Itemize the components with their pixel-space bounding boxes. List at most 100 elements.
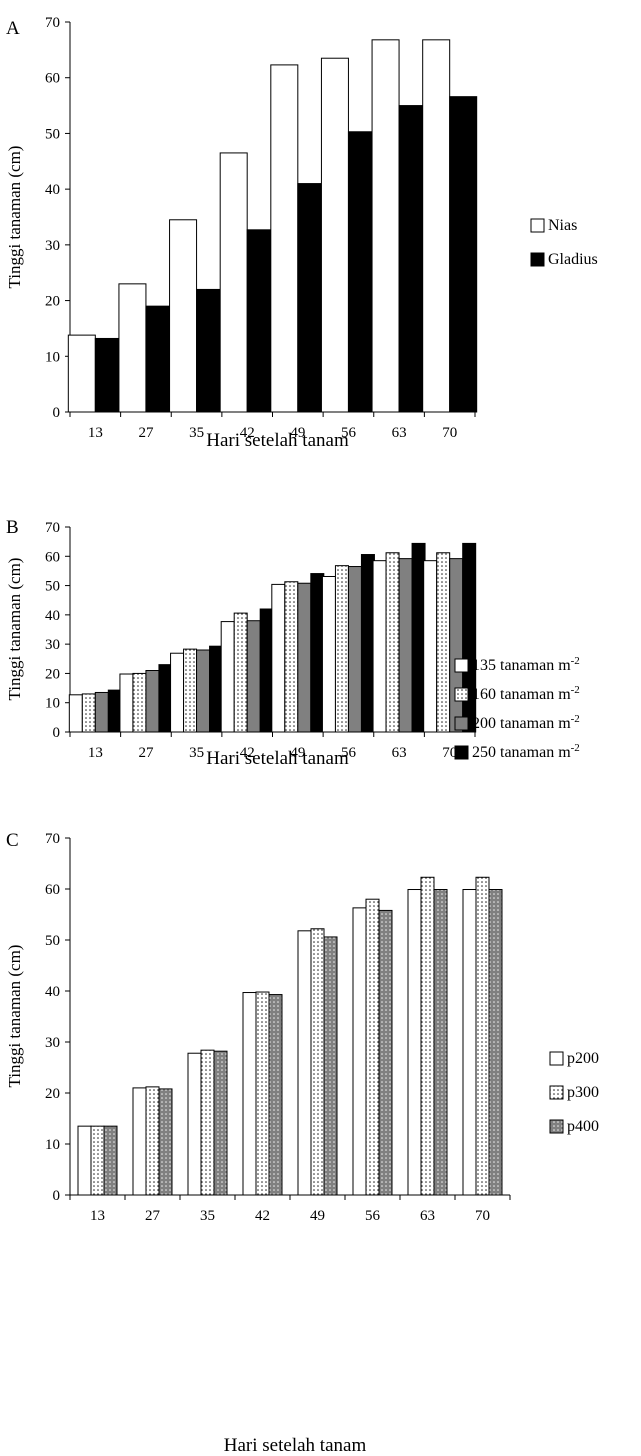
- legend-label: Nias: [548, 217, 577, 234]
- y-tick-label: 10: [45, 1137, 60, 1153]
- y-tick-label: 40: [45, 608, 60, 624]
- bar-p200-27: [132, 1087, 147, 1196]
- bar-200-tanaman-m-70: [449, 558, 464, 733]
- x-tick-label: 27: [138, 745, 154, 761]
- x-tick-label: 42: [240, 425, 255, 441]
- legend-label: 160 tanaman m-2: [472, 684, 580, 703]
- legend: Nias Gladius: [530, 217, 598, 268]
- y-tick-label: 50: [45, 933, 60, 949]
- x-tick-label: 35: [189, 425, 204, 441]
- bar-160-tanaman-m-35: [183, 648, 198, 733]
- bar-nias-70: [422, 39, 451, 413]
- bar-p400-56: [378, 909, 393, 1196]
- bar-250-tanaman-m-35: [209, 645, 224, 733]
- bar-200-tanaman-m-56: [347, 566, 362, 733]
- panel-label: C: [6, 830, 19, 851]
- y-axis-title: Tinggi tanaman (cm): [5, 558, 24, 701]
- x-tick-label: 56: [341, 425, 357, 441]
- chart-panel-b: B 0 10 20 30 40 50 60 70 13 27 35 42 49 56 63 70 Hari set…: [5, 517, 580, 769]
- legend-swatch: [454, 658, 469, 673]
- bar-135-tanaman-m-56: [321, 575, 336, 733]
- legend: 135 tanaman m-2 160 tanaman m-2 200 tanama…: [454, 655, 580, 761]
- legend-label: 135 tanaman m-2: [472, 655, 580, 674]
- bar-gladius-56: [347, 131, 376, 413]
- x-tick-label: 27: [138, 425, 154, 441]
- bar-p300-35: [200, 1049, 215, 1196]
- bar-160-tanaman-m-27: [132, 672, 147, 733]
- x-tick-label: 49: [290, 745, 305, 761]
- bar-nias-35: [169, 219, 198, 413]
- bar-135-tanaman-m-49: [271, 583, 286, 733]
- bar-200-tanaman-m-13: [94, 691, 109, 733]
- x-tick-label: 49: [290, 425, 305, 441]
- bar-p300-70: [475, 876, 490, 1196]
- x-tick-label: 56: [365, 1208, 381, 1224]
- bar-250-tanaman-m-49: [310, 573, 325, 733]
- bar-250-tanaman-m-70: [462, 542, 477, 733]
- bar-nias-49: [270, 64, 299, 413]
- legend-swatch: [549, 1085, 564, 1100]
- y-tick-label: 20: [45, 1086, 60, 1102]
- bar-200-tanaman-m-35: [196, 649, 211, 733]
- y-axis-title: Tinggi tanaman (cm): [5, 146, 24, 289]
- bar-250-tanaman-m-56: [360, 554, 375, 733]
- bar-160-tanaman-m-42: [233, 612, 248, 733]
- legend-superscript: -2: [571, 655, 580, 667]
- bar-gladius-63: [398, 105, 427, 413]
- bar-160-tanaman-m-49: [284, 581, 299, 733]
- bar-160-tanaman-m-56: [334, 565, 349, 733]
- bar-p200-70: [462, 889, 477, 1196]
- x-tick-label: 35: [200, 1208, 215, 1224]
- y-tick-label: 20: [45, 666, 60, 682]
- y-tick-label: 40: [45, 182, 60, 198]
- bar-p400-63: [433, 889, 448, 1196]
- legend-swatch: [549, 1051, 564, 1066]
- bar-gladius-42: [246, 229, 275, 413]
- legend-label: 200 tanaman m-2: [472, 713, 580, 732]
- chart-panel-c: C 0 10 20 30 40 50 60 70 13 27 35 42 49 56 63 70 Hari set…: [5, 830, 599, 1456]
- chart-panel-a: A 0 10 20 30 40 50 60 70 13 27 35 42 49 56 63 70 Hari set…: [5, 15, 598, 451]
- bar-nias-63: [371, 39, 400, 413]
- x-axis-title: Hari setelah tanam: [206, 748, 349, 769]
- y-tick-label: 40: [45, 984, 60, 1000]
- y-tick-label: 0: [53, 725, 61, 741]
- legend-label: 250 tanaman m-2: [472, 742, 580, 761]
- bar-160-tanaman-m-63: [385, 552, 400, 733]
- bar-160-tanaman-m-70: [436, 552, 451, 733]
- legend-label: p200: [567, 1050, 599, 1067]
- legend-swatch: [530, 252, 545, 267]
- legend: p200 p300 p400: [549, 1050, 599, 1135]
- x-tick-label: 49: [310, 1208, 325, 1224]
- y-tick-label: 70: [45, 520, 60, 536]
- legend-swatch: [454, 687, 469, 702]
- bar-gladius-49: [297, 183, 326, 413]
- bar-p400-13: [103, 1125, 118, 1196]
- bar-gladius-27: [145, 305, 174, 413]
- legend-label: p400: [567, 1118, 599, 1135]
- x-tick-label: 42: [255, 1208, 270, 1224]
- x-tick-label: 70: [442, 745, 457, 761]
- y-tick-label: 30: [45, 238, 60, 254]
- y-tick-label: 50: [45, 579, 60, 595]
- bar-250-tanaman-m-42: [259, 608, 274, 733]
- bar-nias-27: [118, 283, 147, 413]
- x-tick-label: 13: [90, 1208, 105, 1224]
- bar-nias-13: [67, 334, 96, 413]
- bar-135-tanaman-m-13: [68, 694, 83, 733]
- y-tick-label: 20: [45, 294, 60, 310]
- bar-250-tanaman-m-63: [411, 542, 426, 733]
- y-tick-label: 50: [45, 126, 60, 142]
- x-tick-label: 13: [88, 425, 103, 441]
- y-tick-label: 70: [45, 831, 60, 847]
- x-tick-label: 63: [392, 745, 407, 761]
- x-axis-title: Hari setelah tanam: [224, 1435, 367, 1456]
- bar-p200-35: [187, 1052, 202, 1196]
- bar-250-tanaman-m-27: [158, 664, 173, 733]
- bar-p200-42: [242, 992, 257, 1196]
- bar-gladius-70: [449, 96, 478, 413]
- bar-250-tanaman-m-13: [107, 689, 122, 733]
- bar-p300-27: [145, 1086, 160, 1196]
- bar-200-tanaman-m-63: [398, 558, 413, 733]
